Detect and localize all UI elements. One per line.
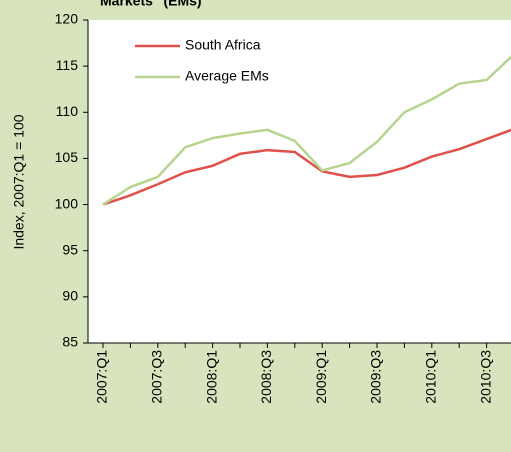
x-tick-label: 2007:Q3: [149, 350, 165, 404]
series-line: [102, 55, 511, 206]
y-tick-label: 85: [62, 334, 78, 350]
y-tick-label: 100: [55, 195, 79, 211]
x-tick-label: 2010:Q1: [423, 350, 439, 404]
x-tick-label: 2008:Q1: [203, 350, 219, 404]
y-tick-label: 120: [55, 11, 79, 27]
plot-area: [88, 20, 511, 343]
chart-title: Markets" (EMs): [100, 0, 202, 9]
x-tick-label: 2007:Q1: [94, 350, 110, 404]
series-line: [102, 128, 511, 206]
y-axis-label: Index, 2007:Q1 = 100: [11, 114, 27, 249]
x-tick-label: 2008:Q3: [258, 350, 274, 404]
x-tick-label: 2009:Q3: [368, 350, 384, 404]
y-tick-label: 110: [56, 103, 79, 119]
legend-label: South Africa: [185, 37, 261, 53]
x-tick-label: 2010:Q3: [477, 350, 493, 404]
y-tick-label: 95: [62, 241, 78, 257]
y-tick-label: 90: [62, 288, 78, 304]
legend-label: Average EMs: [185, 68, 269, 84]
y-tick-label: 115: [56, 57, 79, 73]
y-tick-label: 105: [55, 149, 79, 165]
x-tick-label: 2009:Q1: [313, 350, 329, 404]
